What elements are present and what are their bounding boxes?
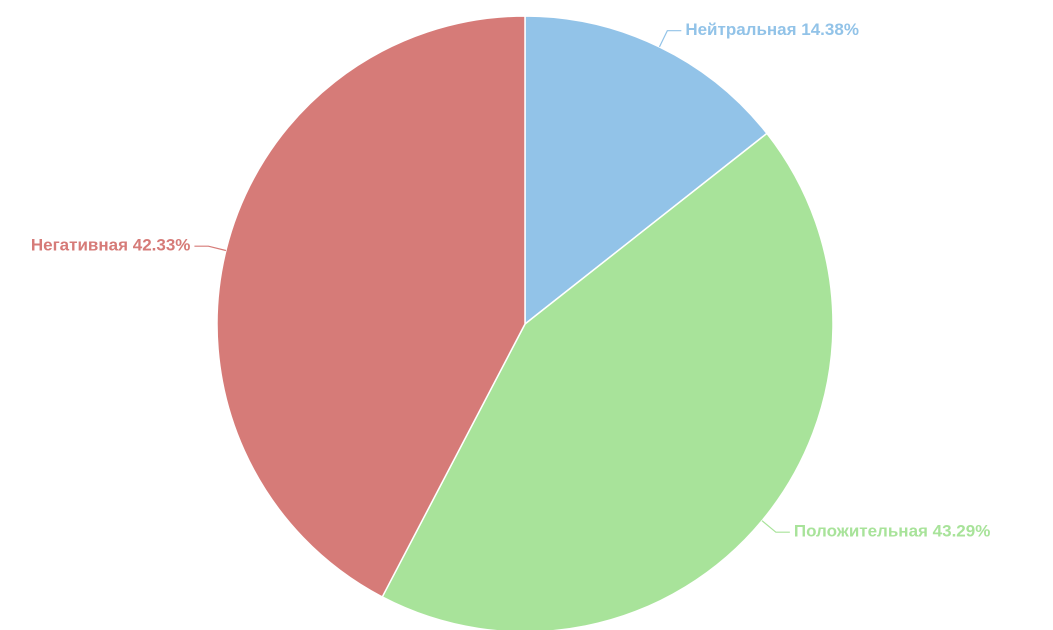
leader-line <box>761 520 790 533</box>
leader-line <box>194 245 227 252</box>
slice-label: Негативная 42.33% <box>31 236 191 255</box>
slice-label: Положительная 43.29% <box>794 522 990 541</box>
leader-line <box>658 30 682 48</box>
slice-label: Нейтральная 14.38% <box>685 20 859 39</box>
pie-slice <box>216 15 526 598</box>
